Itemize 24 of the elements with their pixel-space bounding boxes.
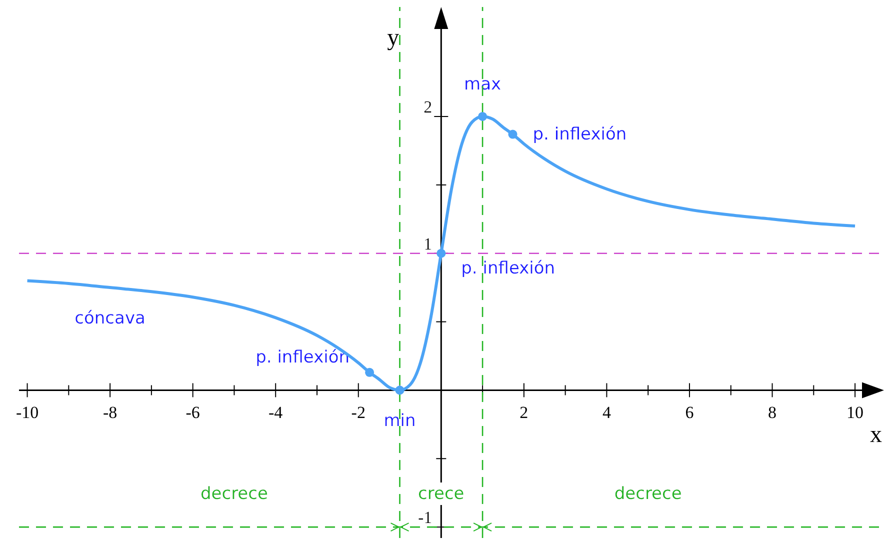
x-tick-label: -4: [268, 403, 284, 422]
x-tick-label: 6: [685, 403, 694, 422]
x-axis-title: x: [870, 422, 882, 448]
annotation: p. inflexión: [461, 258, 556, 278]
annotation: max: [464, 74, 502, 94]
x-tick-label: -8: [102, 403, 118, 422]
y-tick-label: -1: [418, 508, 432, 528]
annotation: decrece: [614, 484, 682, 504]
x-tick-label: 2: [520, 403, 528, 422]
annotation: decrece: [200, 484, 268, 504]
y-axis-title: y: [387, 25, 400, 51]
x-tick-label: -6: [186, 403, 200, 422]
annotation: p. inflexión: [256, 347, 350, 368]
x-tick-label: 8: [768, 403, 777, 422]
y-tick-label: 2: [424, 97, 432, 116]
annotation: crece: [418, 484, 464, 504]
x-tick-label: -10: [16, 403, 39, 422]
y-tick-label: 1: [424, 234, 432, 254]
x-tick-label: 10: [846, 403, 864, 422]
x-tick-label: -2: [351, 403, 366, 422]
annotation: p. inflexión: [532, 124, 627, 144]
annotation: cóncava: [74, 308, 146, 329]
annotation: min: [384, 411, 416, 432]
x-tick-label: 4: [602, 403, 612, 422]
